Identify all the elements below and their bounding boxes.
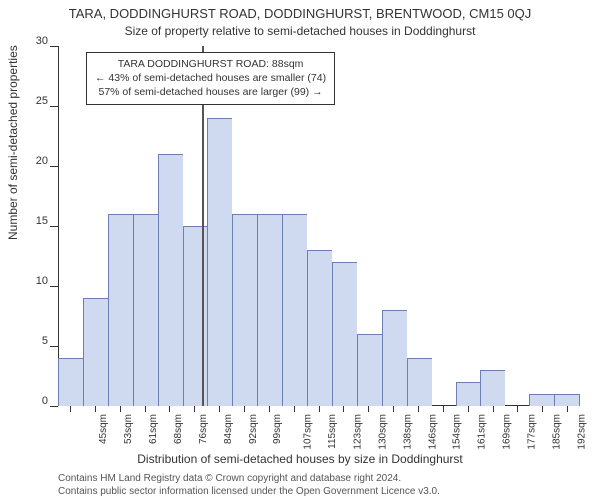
x-tick — [343, 406, 344, 412]
x-tick-label: 99sqm — [272, 414, 283, 444]
chart-subtitle: Size of property relative to semi-detach… — [0, 24, 600, 38]
y-tick-label: 20 — [36, 155, 48, 167]
x-tick — [269, 406, 270, 412]
x-tick-label: 107sqm — [303, 414, 314, 450]
x-tick-label: 92sqm — [248, 414, 259, 444]
x-tick — [393, 406, 394, 412]
y-tick-label: 15 — [36, 215, 48, 227]
x-axis-label: Distribution of semi-detached houses by … — [0, 452, 600, 466]
x-tick — [542, 406, 543, 412]
bar — [357, 334, 382, 406]
x-tick — [368, 406, 369, 412]
x-tick — [95, 406, 96, 412]
x-tick-label: 68sqm — [173, 414, 184, 444]
bar — [332, 262, 357, 406]
annotation-line3: 57% of semi-detached houses are larger (… — [95, 85, 326, 99]
x-tick-label: 177sqm — [527, 414, 538, 450]
footer-line1: Contains HM Land Registry data © Crown c… — [58, 473, 440, 486]
chart-title: TARA, DODDINGHURST ROAD, DODDINGHURST, B… — [0, 6, 600, 21]
annotation-box: TARA DODDINGHURST ROAD: 88sqm ← 43% of s… — [86, 52, 335, 105]
x-tick-label: 192sqm — [576, 414, 587, 450]
x-tick — [567, 406, 568, 412]
footer: Contains HM Land Registry data © Crown c… — [58, 473, 440, 498]
x-tick — [219, 406, 220, 412]
x-tick-label: 138sqm — [402, 414, 413, 450]
bar — [282, 214, 307, 406]
bar — [133, 214, 158, 406]
y-tick — [50, 166, 58, 167]
bar — [158, 154, 183, 406]
bar — [207, 118, 232, 406]
bar — [232, 214, 257, 406]
x-tick — [294, 406, 295, 412]
x-tick-label: 154sqm — [452, 414, 463, 450]
y-tick — [50, 46, 58, 47]
x-tick-label: 123sqm — [353, 414, 364, 450]
bar — [58, 358, 83, 406]
y-tick — [50, 406, 58, 407]
x-tick-label: 115sqm — [327, 414, 338, 449]
x-tick-label: 45sqm — [98, 414, 109, 444]
x-tick — [493, 406, 494, 412]
x-tick-label: 185sqm — [551, 414, 562, 450]
chart-container: TARA, DODDINGHURST ROAD, DODDINGHURST, B… — [0, 0, 600, 500]
bar — [456, 382, 481, 406]
x-tick-label: 169sqm — [502, 414, 513, 450]
y-tick — [50, 106, 58, 107]
annotation-line2: ← 43% of semi-detached houses are smalle… — [95, 71, 326, 85]
plot-area: TARA DODDINGHURST ROAD: 88sqm ← 43% of s… — [58, 46, 580, 406]
x-tick-label: 161sqm — [477, 414, 488, 450]
x-tick-label: 146sqm — [427, 414, 438, 450]
x-tick-label: 84sqm — [223, 414, 234, 444]
x-tick — [194, 406, 195, 412]
y-tick-label: 10 — [36, 275, 48, 287]
bar — [529, 394, 554, 406]
x-tick — [169, 406, 170, 412]
x-tick — [70, 406, 71, 412]
bar — [257, 214, 282, 406]
x-tick — [319, 406, 320, 412]
y-tick — [50, 346, 58, 347]
y-tick-label: 5 — [42, 335, 48, 347]
y-tick — [50, 286, 58, 287]
bar — [480, 370, 505, 406]
y-tick-label: 25 — [36, 95, 48, 107]
bar — [382, 310, 407, 406]
x-tick — [517, 406, 518, 412]
x-tick — [468, 406, 469, 412]
y-tick — [50, 226, 58, 227]
x-tick — [120, 406, 121, 412]
bar — [83, 298, 108, 406]
x-tick — [418, 406, 419, 412]
annotation-line1: TARA DODDINGHURST ROAD: 88sqm — [95, 57, 326, 71]
bar — [307, 250, 332, 406]
y-tick-label: 0 — [42, 395, 48, 407]
x-tick — [145, 406, 146, 412]
x-tick — [443, 406, 444, 412]
bar — [183, 226, 208, 406]
y-axis-label: Number of semi-detached properties — [6, 45, 20, 240]
bar — [407, 358, 432, 406]
x-tick — [244, 406, 245, 412]
y-tick-label: 30 — [36, 35, 48, 47]
x-tick-label: 53sqm — [123, 414, 134, 444]
bar — [108, 214, 133, 406]
x-tick-label: 76sqm — [198, 414, 209, 444]
x-tick-label: 61sqm — [148, 414, 159, 444]
bar — [554, 394, 580, 406]
x-tick-label: 130sqm — [377, 414, 388, 450]
footer-line2: Contains public sector information licen… — [58, 486, 440, 499]
